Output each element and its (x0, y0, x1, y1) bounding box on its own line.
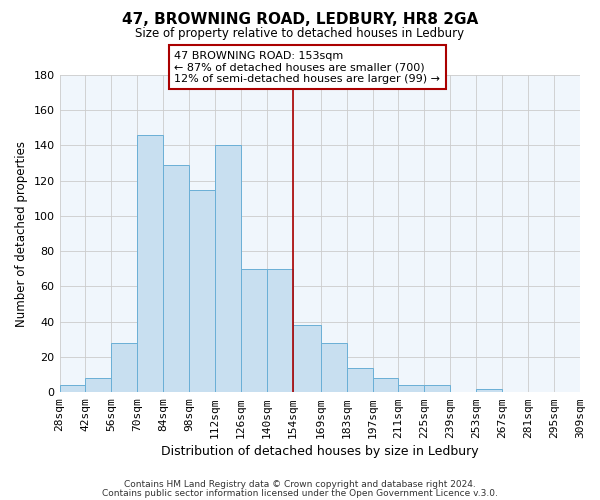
Text: Contains HM Land Registry data © Crown copyright and database right 2024.: Contains HM Land Registry data © Crown c… (124, 480, 476, 489)
Bar (347, 368, 373, 392)
X-axis label: Distribution of detached houses by size in Ledbury: Distribution of detached houses by size … (161, 444, 479, 458)
Bar (293, 325, 320, 392)
Text: Size of property relative to detached houses in Ledbury: Size of property relative to detached ho… (136, 28, 464, 40)
Y-axis label: Number of detached properties: Number of detached properties (15, 140, 28, 326)
Bar (476, 388, 502, 392)
Bar (112, 343, 137, 392)
Bar (241, 269, 267, 392)
Bar (267, 269, 293, 392)
Text: Contains public sector information licensed under the Open Government Licence v.: Contains public sector information licen… (102, 489, 498, 498)
Bar (215, 146, 241, 392)
Bar (320, 343, 347, 392)
Bar (398, 385, 424, 392)
Text: 47, BROWNING ROAD, LEDBURY, HR8 2GA: 47, BROWNING ROAD, LEDBURY, HR8 2GA (122, 12, 478, 28)
Bar (59, 385, 85, 392)
Bar (373, 378, 398, 392)
Bar (189, 190, 215, 392)
Bar (85, 378, 112, 392)
Bar (163, 165, 189, 392)
Bar (137, 135, 163, 392)
Text: 47 BROWNING ROAD: 153sqm
← 87% of detached houses are smaller (700)
12% of semi-: 47 BROWNING ROAD: 153sqm ← 87% of detach… (175, 50, 440, 84)
Bar (424, 385, 451, 392)
